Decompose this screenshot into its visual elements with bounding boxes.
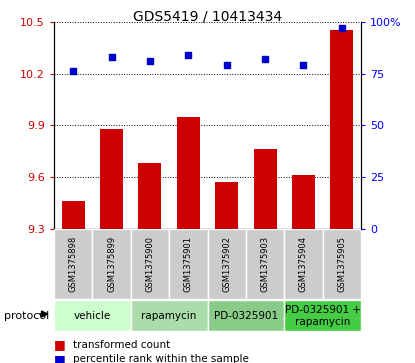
Point bbox=[339, 25, 345, 31]
Text: ■: ■ bbox=[54, 338, 66, 351]
Bar bbox=[131, 300, 208, 331]
Bar bbox=[292, 175, 315, 229]
Point bbox=[262, 56, 269, 62]
Text: GSM1375900: GSM1375900 bbox=[145, 236, 154, 292]
Text: GSM1375901: GSM1375901 bbox=[184, 236, 193, 292]
Bar bbox=[284, 229, 323, 299]
Bar bbox=[323, 229, 361, 299]
Bar bbox=[208, 300, 284, 331]
Bar bbox=[139, 163, 161, 229]
Point bbox=[108, 54, 115, 60]
Point bbox=[185, 52, 192, 58]
Bar bbox=[208, 229, 246, 299]
Text: protocol: protocol bbox=[4, 311, 49, 321]
Text: rapamycin: rapamycin bbox=[142, 311, 197, 321]
Text: transformed count: transformed count bbox=[73, 340, 170, 350]
Text: GSM1375899: GSM1375899 bbox=[107, 236, 116, 292]
Text: GSM1375898: GSM1375898 bbox=[68, 236, 78, 292]
Bar bbox=[254, 150, 276, 229]
Bar bbox=[54, 300, 131, 331]
Text: GDS5419 / 10413434: GDS5419 / 10413434 bbox=[133, 9, 282, 23]
Bar bbox=[330, 30, 354, 229]
Bar bbox=[215, 182, 238, 229]
Text: GSM1375904: GSM1375904 bbox=[299, 236, 308, 292]
Bar bbox=[131, 229, 169, 299]
Bar bbox=[169, 229, 208, 299]
Bar bbox=[54, 229, 92, 299]
Bar bbox=[246, 229, 284, 299]
Text: PD-0325901: PD-0325901 bbox=[214, 311, 278, 321]
Text: GSM1375902: GSM1375902 bbox=[222, 236, 231, 292]
Point bbox=[146, 58, 153, 64]
Text: GSM1375905: GSM1375905 bbox=[337, 236, 347, 292]
Bar bbox=[177, 117, 200, 229]
Text: ■: ■ bbox=[54, 353, 66, 363]
Point bbox=[300, 62, 307, 68]
Text: vehicle: vehicle bbox=[74, 311, 111, 321]
Bar bbox=[100, 129, 123, 229]
Point bbox=[223, 62, 230, 68]
Bar bbox=[284, 300, 361, 331]
Text: percentile rank within the sample: percentile rank within the sample bbox=[73, 354, 249, 363]
Bar bbox=[93, 229, 131, 299]
Text: GSM1375903: GSM1375903 bbox=[261, 236, 270, 292]
Point bbox=[70, 69, 76, 74]
Text: PD-0325901 +
rapamycin: PD-0325901 + rapamycin bbox=[285, 305, 361, 327]
Bar bbox=[62, 201, 85, 229]
